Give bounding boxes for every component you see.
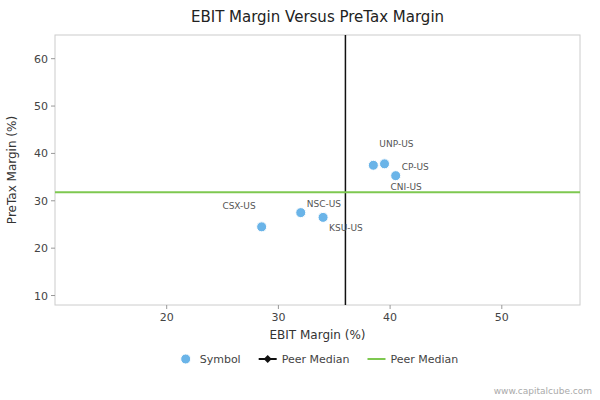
- reference-line-horizontal: [55, 191, 580, 193]
- point: [380, 159, 390, 169]
- point-label: NSC-US: [307, 199, 342, 209]
- point-label: UNP-US: [379, 139, 413, 149]
- plot-area: [55, 35, 580, 305]
- point-label: CSX-US: [222, 201, 256, 211]
- x-tick: [501, 305, 502, 309]
- y-tick: [51, 295, 55, 296]
- y-tick-label: 10: [34, 290, 48, 303]
- legend-item: Peer Median: [259, 353, 350, 366]
- y-tick-label: 50: [34, 100, 48, 113]
- reference-line-vertical: [345, 35, 347, 305]
- y-tick: [51, 248, 55, 249]
- legend-symbol: [367, 358, 385, 360]
- y-tick: [51, 106, 55, 107]
- point-label: CNI-US: [391, 182, 423, 192]
- y-tick: [51, 153, 55, 154]
- x-axis-label: EBIT Margin (%): [269, 328, 365, 342]
- point: [391, 171, 401, 181]
- y-tick-label: 40: [34, 147, 48, 160]
- y-tick: [51, 200, 55, 201]
- legend-symbol: [181, 354, 191, 364]
- watermark: www.capitalcube.com: [494, 386, 592, 396]
- chart: EBIT Margin Versus PreTax Margin 20 30 40 50…: [0, 0, 600, 400]
- x-tick: [390, 305, 391, 309]
- x-tick-label: 40: [383, 311, 397, 324]
- legend-label: Symbol: [200, 353, 241, 366]
- x-tick-label: 30: [271, 311, 285, 324]
- title: EBIT Margin Versus PreTax Margin: [191, 8, 444, 26]
- x-tick-label: 20: [160, 311, 174, 324]
- point: [257, 222, 267, 232]
- legend-label: Peer Median: [390, 353, 458, 366]
- x-tick-label: 50: [495, 311, 509, 324]
- legend-label: Peer Median: [282, 353, 350, 366]
- legend-item: Symbol: [181, 353, 241, 366]
- x-tick: [278, 305, 279, 309]
- legend-marker: [264, 355, 272, 363]
- y-tick-label: 60: [34, 53, 48, 66]
- point: [296, 208, 306, 218]
- y-tick-label: 20: [34, 242, 48, 255]
- legend-item: Peer Median: [367, 353, 458, 366]
- point-label: CP-US: [402, 162, 429, 172]
- y-tick: [51, 58, 55, 59]
- y-axis-label: PreTax Margin (%): [5, 116, 19, 224]
- point: [368, 160, 378, 170]
- legend: Symbol Peer Median Peer Median: [181, 353, 459, 366]
- y-tick-label: 30: [34, 195, 48, 208]
- point-label: KSU-US: [329, 223, 363, 233]
- point: [318, 212, 328, 222]
- x-tick: [166, 305, 167, 309]
- plot-frame: [55, 35, 580, 305]
